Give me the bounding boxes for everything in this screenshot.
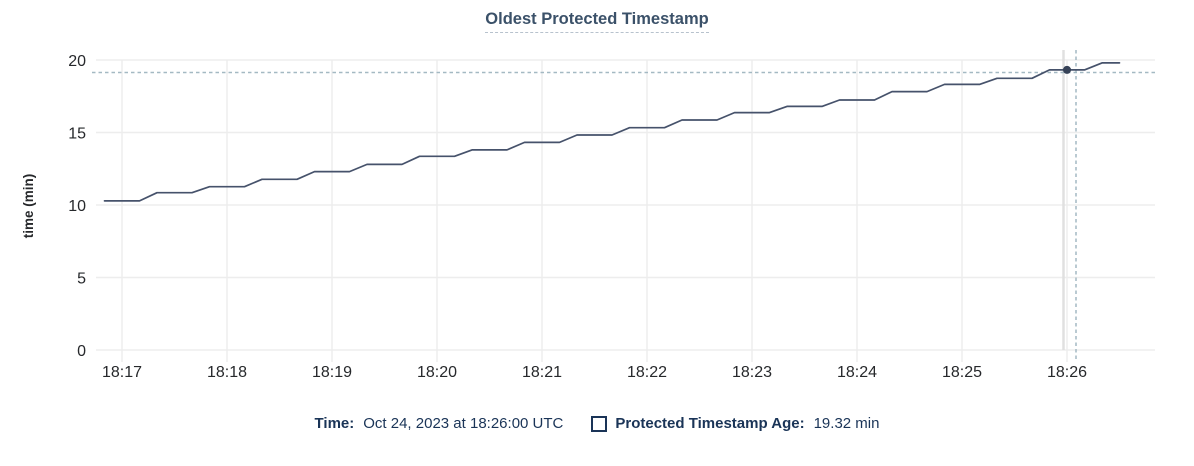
chart-title[interactable]: Oldest Protected Timestamp	[485, 10, 709, 33]
series-checkbox[interactable]	[591, 415, 608, 432]
y-tick-label: 10	[68, 198, 86, 215]
hover-dot	[1063, 65, 1071, 74]
x-tick-label: 18:23	[732, 364, 772, 381]
time-value: Oct 24, 2023 at 18:26:00 UTC	[363, 415, 564, 432]
x-tick-label: 18:25	[942, 364, 982, 381]
x-tick-label: 18:24	[837, 364, 877, 381]
y-tick-label: 0	[77, 343, 86, 360]
x-tick-label: 18:22	[627, 364, 667, 381]
chart-title-row: Oldest Protected Timestamp	[0, 10, 1194, 33]
x-tick-label: 18:26	[1047, 364, 1087, 381]
x-tick-label: 18:21	[522, 364, 562, 381]
y-tick-label: 20	[68, 53, 86, 70]
series-label: Protected Timestamp Age:	[615, 415, 805, 432]
y-tick-label: 15	[68, 126, 86, 143]
line-chart[interactable]: 18:17 18:18 18:19 18:20 18:21 18:22 18:23 18:24…	[0, 0, 1194, 400]
series-line	[103, 62, 1121, 202]
x-tick-label: 18:20	[417, 364, 457, 381]
series-value: 19.32 min	[813, 415, 880, 432]
time-label: Time:	[314, 415, 355, 432]
y-tick-label: 5	[77, 271, 86, 288]
series-legend-item: Protected Timestamp Age: 19.32 min	[591, 415, 879, 432]
y-axis-label: time (min)	[21, 174, 36, 239]
x-tick-label: 18:18	[207, 364, 247, 381]
hover-legend: Time: Oct 24, 2023 at 18:26:00 UTC Prote…	[0, 415, 1194, 432]
x-tick-label: 18:19	[312, 364, 352, 381]
x-tick-label: 18:17	[102, 364, 142, 381]
